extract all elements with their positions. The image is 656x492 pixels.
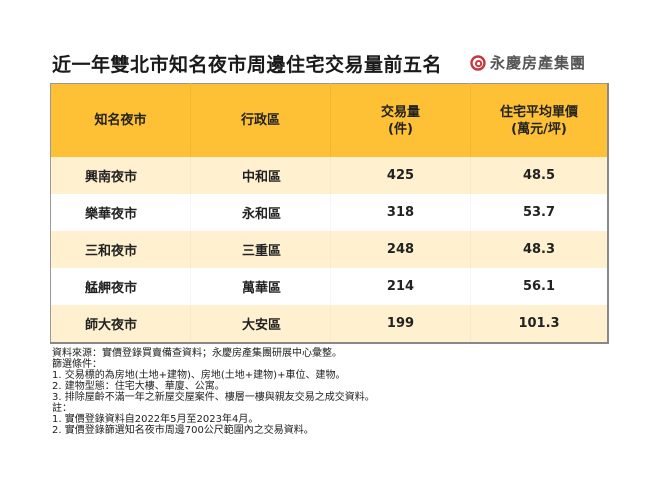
cell-volume: 199 — [330, 305, 471, 343]
note-criteria-2: 2. 建物型態：住宅大樓、華廈、公寓。 — [52, 381, 225, 392]
note-criteria-1: 1. 交易標的為房地(土地+建物)、房地(土地+建物)+車位、建物。 — [52, 370, 346, 381]
footnotes: 資料來源：實價登錄買賣備查資料；永慶房產集團研展中心彙整。 篩選條件： 1. 交… — [52, 348, 375, 436]
table-row: 興南夜市 中和區 425 48.5 — [50, 157, 608, 194]
cell-district: 萬華區 — [190, 268, 331, 305]
note-remarks-heading: 註： — [52, 403, 72, 414]
header-volume: 交易量 (件) — [330, 83, 471, 157]
cell-district: 大安區 — [190, 305, 331, 343]
table-row: 三和夜市 三重區 248 48.3 — [50, 231, 608, 268]
cell-district: 中和區 — [190, 157, 331, 194]
note-remark-1: 1. 實價登錄資料自2022年5月至2023年4月。 — [52, 414, 259, 425]
cell-market: 興南夜市 — [50, 157, 191, 194]
note-remark-2: 2. 實價登錄篩選知名夜市周邊700公尺範圍內之交易資料。 — [52, 425, 314, 436]
header-district: 行政區 — [190, 83, 331, 157]
header-market: 知名夜市 — [50, 83, 191, 157]
cell-price: 48.5 — [470, 157, 608, 194]
cell-volume: 425 — [330, 157, 471, 194]
brand-logo: 永慶房產集團 — [470, 52, 586, 73]
header-price: 住宅平均單價 (萬元/坪) — [470, 83, 608, 157]
cell-price: 53.7 — [470, 194, 608, 231]
note-criteria-heading: 篩選條件： — [52, 359, 102, 370]
cell-price: 101.3 — [470, 305, 608, 343]
table-row: 樂華夜市 永和區 318 53.7 — [50, 194, 608, 231]
brand-name: 永慶房產集團 — [490, 54, 587, 72]
cell-price: 56.1 — [470, 268, 608, 305]
table-header-row: 知名夜市 行政區 交易量 (件) 住宅平均單價 (萬元/坪) — [50, 83, 608, 157]
cell-market: 艋舺夜市 — [50, 268, 191, 305]
cell-market: 三和夜市 — [50, 231, 191, 268]
brand-mark-icon — [470, 54, 486, 71]
note-source: 資料來源：實價登錄買賣備查資料；永慶房產集團研展中心彙整。 — [52, 348, 342, 359]
cell-volume: 248 — [330, 231, 471, 268]
cell-market: 樂華夜市 — [50, 194, 191, 231]
cell-district: 三重區 — [190, 231, 331, 268]
cell-volume: 214 — [330, 268, 471, 305]
page-title: 近一年雙北市知名夜市周邊住宅交易量前五名 — [52, 54, 443, 76]
ranking-table: 知名夜市 行政區 交易量 (件) 住宅平均單價 (萬元/坪) 興南夜市 中和區 42… — [50, 83, 609, 344]
cell-district: 永和區 — [190, 194, 331, 231]
table-row: 艋舺夜市 萬華區 214 56.1 — [50, 268, 608, 305]
cell-volume: 318 — [330, 194, 471, 231]
cell-market: 師大夜市 — [50, 305, 191, 343]
table-row: 師大夜市 大安區 199 101.3 — [50, 305, 608, 343]
note-criteria-3: 3. 排除屋齡不滿一年之新屋交屋案件、樓層一樓與親友交易之成交資料。 — [52, 392, 375, 403]
cell-price: 48.3 — [470, 231, 608, 268]
